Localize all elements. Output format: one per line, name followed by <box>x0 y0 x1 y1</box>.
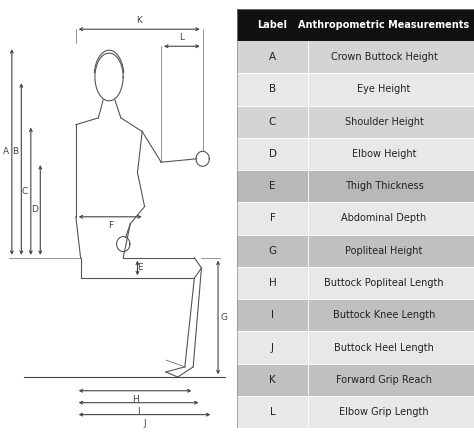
Text: Buttock Heel Length: Buttock Heel Length <box>334 343 434 353</box>
Text: L: L <box>270 407 275 417</box>
Text: D: D <box>269 149 276 159</box>
Bar <box>237 138 474 170</box>
Bar <box>237 9 474 41</box>
Text: H: H <box>132 395 138 404</box>
Text: Abdominal Depth: Abdominal Depth <box>341 214 427 223</box>
Bar <box>237 396 474 428</box>
Text: Popliteal Height: Popliteal Height <box>345 246 423 256</box>
Text: E: E <box>269 181 276 191</box>
Text: G: G <box>268 246 277 256</box>
Text: A: A <box>3 148 9 156</box>
Text: Buttock Knee Length: Buttock Knee Length <box>333 310 435 320</box>
Bar <box>237 267 474 299</box>
Text: Shoulder Height: Shoulder Height <box>345 117 423 127</box>
Text: K: K <box>137 16 142 25</box>
Bar <box>237 331 474 364</box>
Text: H: H <box>269 278 276 288</box>
Text: Elbow Height: Elbow Height <box>352 149 416 159</box>
Text: Anthropometric Measurements: Anthropometric Measurements <box>298 20 470 30</box>
Text: Crown Buttock Height: Crown Buttock Height <box>330 52 438 62</box>
Text: C: C <box>269 117 276 127</box>
Text: Forward Grip Reach: Forward Grip Reach <box>336 375 432 385</box>
Text: D: D <box>31 205 38 215</box>
Text: J: J <box>271 343 274 353</box>
Text: Buttock Popliteal Length: Buttock Popliteal Length <box>324 278 444 288</box>
Text: Eye Height: Eye Height <box>357 84 410 94</box>
Text: J: J <box>143 419 146 428</box>
Text: I: I <box>137 407 140 416</box>
Bar <box>237 235 474 267</box>
Text: F: F <box>270 214 275 223</box>
Bar <box>237 202 474 235</box>
Text: G: G <box>220 313 228 322</box>
Text: I: I <box>271 310 274 320</box>
Text: F: F <box>108 221 113 230</box>
Bar <box>237 299 474 331</box>
Text: B: B <box>12 148 18 156</box>
Text: Label: Label <box>257 20 288 30</box>
Text: B: B <box>269 84 276 94</box>
Text: E: E <box>137 264 143 272</box>
Text: Thigh Thickness: Thigh Thickness <box>345 181 423 191</box>
Text: Elbow Grip Length: Elbow Grip Length <box>339 407 429 417</box>
Text: A: A <box>269 52 276 62</box>
Bar <box>237 364 474 396</box>
Text: L: L <box>179 33 184 42</box>
Text: C: C <box>22 187 28 196</box>
Bar <box>237 41 474 73</box>
Bar <box>237 73 474 106</box>
Bar <box>237 106 474 138</box>
Bar <box>237 170 474 202</box>
Text: K: K <box>269 375 276 385</box>
